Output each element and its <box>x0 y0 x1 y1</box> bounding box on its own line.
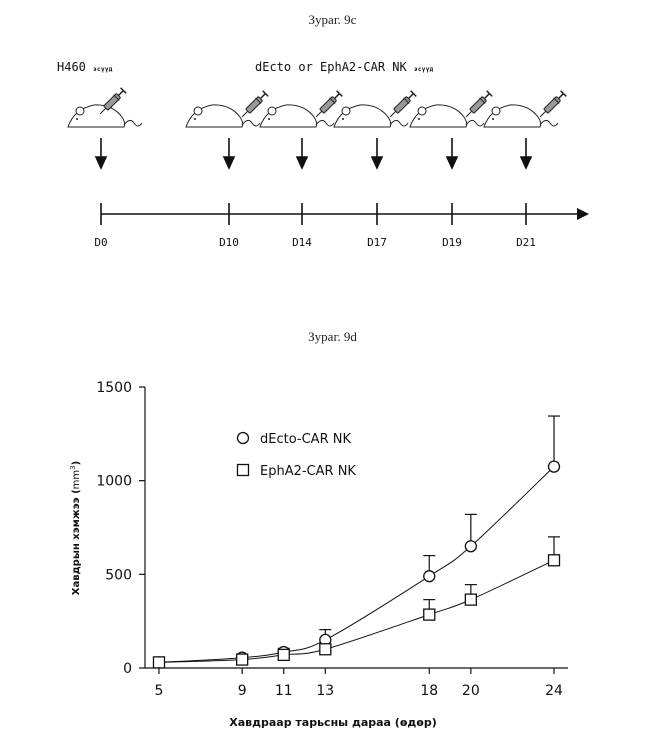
timeline-label-d21: D21 <box>516 236 536 249</box>
y-tick-label-1500: 1500 <box>96 380 132 396</box>
y-tick-label-0: 0 <box>123 661 132 677</box>
arrowhead-d0 <box>94 156 108 170</box>
timeline-label-d17: D17 <box>367 236 387 249</box>
timeline-label-d10: D10 <box>219 236 239 249</box>
car-nk-label-sub: эсүүд <box>413 66 434 73</box>
epha2-point <box>547 554 561 567</box>
epha2-point <box>464 593 477 606</box>
h460-label-sub: эсүүд <box>93 66 113 73</box>
arrowhead-d10 <box>222 156 236 170</box>
epha2-point <box>423 608 436 621</box>
h460-label-main: H460 <box>57 60 86 74</box>
x-tick-label-20: 20 <box>462 683 480 699</box>
y-axis-label: Хавдрын хэмжээ (mm3) <box>69 461 82 595</box>
decto-line <box>158 466 555 663</box>
legend-decto-label: dEcto-CAR NK <box>260 432 351 447</box>
y-tick-label-1000: 1000 <box>96 474 132 490</box>
arrowhead-d14 <box>295 156 309 170</box>
arrowhead-d21 <box>519 156 533 170</box>
x-tick-label-9: 9 <box>238 683 247 699</box>
arrowhead-d17 <box>370 156 384 170</box>
x-tick-label-11: 11 <box>275 683 293 699</box>
epha2-point <box>319 643 332 656</box>
car-nk-label-main: dEcto or EphA2-CAR NK <box>255 60 407 74</box>
legend-decto-marker <box>236 431 250 445</box>
x-tick-label-5: 5 <box>155 683 164 699</box>
timeline-label-d14: D14 <box>292 236 312 249</box>
legend-epha2-marker <box>236 463 250 477</box>
decto-point <box>464 540 477 553</box>
timeline-arrowhead <box>577 208 589 220</box>
epha2-point <box>236 653 249 666</box>
x-axis-label: Хавдраар тарьсны дараа (өдөр) <box>229 716 436 729</box>
legend-epha2-label: EphA2-CAR NK <box>260 464 356 479</box>
x-tick-label-24: 24 <box>545 683 563 699</box>
epha2-point <box>152 656 166 669</box>
timeline-label-d0: D0 <box>94 236 107 249</box>
epha2-line <box>158 559 555 663</box>
figure-9c-title: Зураг. 9c <box>308 12 357 27</box>
decto-point <box>423 570 436 583</box>
arrowhead-d19 <box>445 156 459 170</box>
timeline-label-d19: D19 <box>442 236 462 249</box>
x-tick-label-18: 18 <box>420 683 438 699</box>
h460-label: H460 эсүүд <box>57 60 113 74</box>
epha2-point <box>277 648 290 662</box>
y-tick-label-500: 500 <box>105 567 132 583</box>
car-nk-label: dEcto or EphA2-CAR NK эсүүд <box>255 60 434 74</box>
decto-point <box>547 460 561 473</box>
x-tick-label-13: 13 <box>316 683 334 699</box>
figure-9d-title: Зураг. 9d <box>308 329 357 344</box>
